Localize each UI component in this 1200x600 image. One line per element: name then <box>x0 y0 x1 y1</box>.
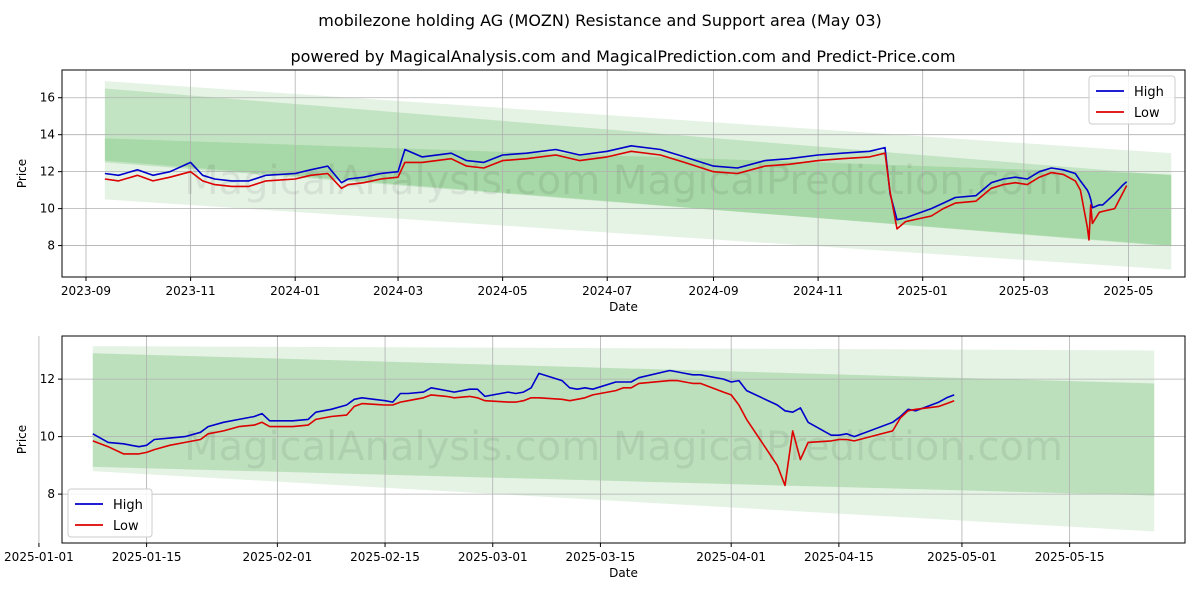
top-ytick-label-2: 12 <box>40 165 55 179</box>
bottom-series-high-line <box>92 369 955 448</box>
top-axes-frame <box>61 69 1186 278</box>
top-xtick-label-2: 2024-01 <box>270 284 320 298</box>
top-xtick-label-10: 2025-05 <box>1103 284 1153 298</box>
top-xtick-label-6: 2024-09 <box>688 284 738 298</box>
bottom-xtick-label-0: 2025-01-01 <box>4 550 74 564</box>
top-ytick-label-4: 16 <box>40 91 55 105</box>
top-xlabel: Date <box>609 300 638 314</box>
top-legend-label-high: High <box>1134 85 1164 100</box>
bottom-xtick-label-6: 2025-04-01 <box>696 550 766 564</box>
top-band-1 <box>104 88 1172 246</box>
top-ytick-label-0: 8 <box>47 239 55 253</box>
bottom-xtick-label-7: 2025-04-15 <box>804 550 874 564</box>
bottom-xtick-label-8: 2025-05-01 <box>927 550 997 564</box>
top-xtick-label-9: 2025-03 <box>999 284 1049 298</box>
bottom-watermark: MagicalAnalysis.com MagicalPrediction.co… <box>184 424 1063 470</box>
top-legend: High Low <box>1088 75 1176 125</box>
bottom-xtick-label-3: 2025-02-15 <box>350 550 420 564</box>
bottom-ytick-label-2: 12 <box>40 372 55 386</box>
bottom-xtick-label-1: 2025-01-15 <box>112 550 182 564</box>
top-xtick-label-8: 2025-01 <box>898 284 948 298</box>
bottom-chart-panel: MagicalAnalysis.com MagicalPrediction.co… <box>4 335 1186 580</box>
top-series-low-line <box>104 150 1128 241</box>
top-ylabel: Price <box>15 159 29 188</box>
top-xtick-label-5: 2024-07 <box>582 284 632 298</box>
bottom-ytick-label-1: 10 <box>40 430 55 444</box>
top-legend-box <box>1088 75 1176 125</box>
bottom-legend-label-high: High <box>113 498 143 513</box>
bottom-series-low-line <box>92 379 955 487</box>
bottom-xtick-label-5: 2025-03-15 <box>566 550 636 564</box>
bottom-xlabel: Date <box>609 566 638 580</box>
bottom-ytick-label-0: 8 <box>47 487 55 501</box>
figure-title: mobilezone holding AG (MOZN) Resistance … <box>318 11 882 30</box>
bottom-xtick-label-4: 2025-03-01 <box>458 550 528 564</box>
top-legend-label-low: Low <box>1134 106 1160 121</box>
bottom-legend-label-low: Low <box>113 519 139 534</box>
top-series-high-line <box>104 145 1128 221</box>
top-ytick-label-1: 10 <box>40 202 55 216</box>
bottom-band-1 <box>92 353 1155 496</box>
top-xtick-label-3: 2024-03 <box>373 284 423 298</box>
bottom-xtick-label-9: 2025-05-15 <box>1035 550 1105 564</box>
bottom-ylabel: Price <box>15 425 29 454</box>
top-ytick-label-3: 14 <box>40 128 55 142</box>
bottom-legend: High Low <box>67 488 153 538</box>
top-xtick-label-7: 2024-11 <box>793 284 843 298</box>
figure-subtitle: powered by MagicalAnalysis.com and Magic… <box>290 47 955 66</box>
top-chart-panel: MagicalAnalysis.com MagicalPrediction.co… <box>15 69 1186 314</box>
top-xtick-label-0: 2023-09 <box>61 284 111 298</box>
bottom-legend-box <box>67 488 153 538</box>
bottom-xtick-label-2: 2025-02-01 <box>242 550 312 564</box>
top-xtick-label-4: 2024-05 <box>478 284 528 298</box>
top-band-2 <box>104 138 1172 247</box>
top-xtick-label-1: 2023-11 <box>166 284 216 298</box>
top-watermark: MagicalAnalysis.com MagicalPrediction.co… <box>184 158 1063 204</box>
bottom-axes-frame <box>61 335 1186 544</box>
bottom-band-0 <box>92 346 1155 532</box>
